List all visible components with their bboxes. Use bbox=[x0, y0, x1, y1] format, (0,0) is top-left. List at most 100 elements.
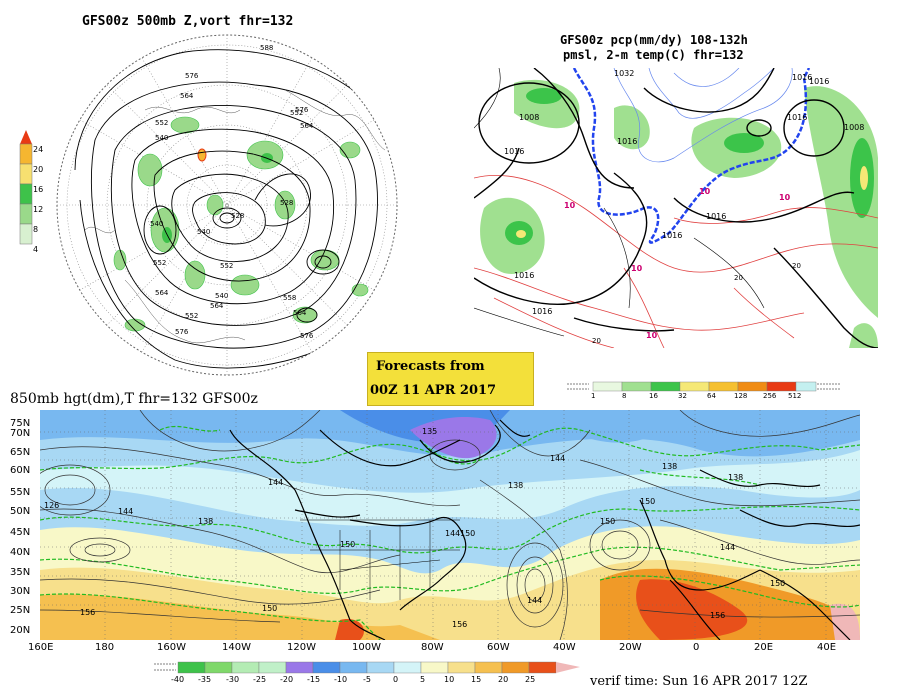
tr-title-line2: pmsl, 2-m temp(C) fhr=132 bbox=[563, 48, 744, 62]
svg-text:552: 552 bbox=[185, 312, 198, 320]
svg-text:138: 138 bbox=[662, 462, 677, 471]
forecast-stamp: Forecasts from 00Z 11 APR 2017 bbox=[367, 352, 534, 406]
svg-text:576: 576 bbox=[295, 106, 309, 114]
bottom-cb-label: -30 bbox=[226, 675, 240, 684]
svg-text:1016: 1016 bbox=[514, 271, 534, 280]
lat-label: 75N bbox=[10, 418, 31, 429]
lon-label: 160W bbox=[157, 642, 186, 653]
svg-text:528: 528 bbox=[280, 199, 293, 207]
verif-time: verif time: Sun 16 APR 2017 12Z bbox=[590, 674, 808, 689]
svg-text:144: 144 bbox=[550, 454, 565, 463]
lon-label: 0 bbox=[693, 642, 700, 653]
tr-cb-label: 16 bbox=[649, 392, 658, 400]
bottom-colorbar bbox=[150, 660, 590, 674]
svg-text:156: 156 bbox=[710, 611, 725, 620]
tr-title-line1: GFS00z pcp(mm/dy) 108-132h bbox=[560, 33, 748, 47]
bottom-cb-label: 10 bbox=[444, 675, 455, 684]
svg-text:1016: 1016 bbox=[532, 307, 552, 316]
lon-label: 60W bbox=[487, 642, 510, 653]
svg-text:135: 135 bbox=[422, 427, 437, 436]
bottom-title: 850mb hgt(dm),T fhr=132 GFS00z bbox=[10, 391, 258, 407]
tr-cb-label: 8 bbox=[622, 392, 627, 400]
svg-text:138: 138 bbox=[508, 481, 523, 490]
lat-label: 20N bbox=[10, 625, 31, 636]
svg-text:558: 558 bbox=[283, 294, 296, 302]
svg-text:150: 150 bbox=[640, 497, 655, 506]
bottom-cb-label: -10 bbox=[334, 675, 348, 684]
tl-cb-label: 12 bbox=[33, 205, 44, 214]
svg-text:564: 564 bbox=[293, 309, 307, 317]
lon-label: 180 bbox=[95, 642, 115, 653]
svg-text:1016: 1016 bbox=[504, 147, 524, 156]
bottom-cb-label: -40 bbox=[171, 675, 185, 684]
lat-label: 50N bbox=[10, 506, 31, 517]
svg-text:150: 150 bbox=[340, 540, 355, 549]
lon-label: 140W bbox=[222, 642, 251, 653]
bottom-cb-label: 0 bbox=[393, 675, 399, 684]
lon-label: 160E bbox=[28, 642, 54, 653]
svg-text:540: 540 bbox=[197, 228, 210, 236]
lon-label: 20W bbox=[619, 642, 642, 653]
polar-500mb-map: 576 564 552 540 528 540 552 564 576 588 576 564 … bbox=[55, 30, 400, 380]
svg-text:1016: 1016 bbox=[617, 137, 637, 146]
lat-label: 40N bbox=[10, 547, 31, 558]
svg-text:20: 20 bbox=[592, 337, 601, 345]
bottom-cb-label: -5 bbox=[363, 675, 371, 684]
svg-text:1008: 1008 bbox=[844, 123, 864, 132]
lat-label: 60N bbox=[10, 465, 31, 476]
lon-label: 120W bbox=[287, 642, 316, 653]
tl-cb-label: 24 bbox=[33, 145, 44, 154]
svg-text:144: 144 bbox=[118, 507, 133, 516]
bottom-cb-label: 25 bbox=[525, 675, 536, 684]
svg-text:138: 138 bbox=[198, 517, 213, 526]
svg-text:10: 10 bbox=[631, 264, 643, 273]
svg-text:540: 540 bbox=[215, 292, 228, 300]
tl-colorbar bbox=[18, 130, 58, 265]
bottom-cb-label: 20 bbox=[498, 675, 509, 684]
tl-cb-label: 4 bbox=[33, 245, 39, 254]
svg-text:156: 156 bbox=[80, 608, 95, 617]
svg-text:552: 552 bbox=[290, 109, 303, 117]
tr-cb-label: 256 bbox=[763, 392, 777, 400]
tl-cb-label: 8 bbox=[33, 225, 39, 234]
lon-label: 20E bbox=[754, 642, 774, 653]
bottom-cb-label: -15 bbox=[307, 675, 321, 684]
svg-text:144: 144 bbox=[445, 529, 460, 538]
stamp-line2: 00Z 11 APR 2017 bbox=[370, 383, 497, 398]
svg-text:1016: 1016 bbox=[662, 231, 682, 240]
svg-text:1016: 1016 bbox=[809, 77, 829, 86]
bottom-cb-label: 15 bbox=[471, 675, 482, 684]
tr-cb-label: 128 bbox=[734, 392, 748, 400]
svg-text:138: 138 bbox=[728, 473, 743, 482]
lat-label: 35N bbox=[10, 567, 31, 578]
svg-text:588: 588 bbox=[260, 44, 273, 52]
tr-cb-label: 64 bbox=[707, 392, 716, 400]
lat-label: 30N bbox=[10, 586, 31, 597]
svg-text:552: 552 bbox=[220, 262, 233, 270]
svg-text:144: 144 bbox=[527, 596, 542, 605]
svg-text:144: 144 bbox=[720, 543, 735, 552]
lat-label: 70N bbox=[10, 428, 31, 439]
svg-text:150: 150 bbox=[600, 517, 615, 526]
bottom-cb-label: -25 bbox=[253, 675, 267, 684]
svg-text:564: 564 bbox=[300, 122, 314, 130]
svg-text:564: 564 bbox=[155, 289, 169, 297]
svg-text:552: 552 bbox=[155, 119, 168, 127]
svg-text:1016: 1016 bbox=[787, 113, 807, 122]
lon-label: 100W bbox=[352, 642, 381, 653]
svg-text:1008: 1008 bbox=[519, 113, 539, 122]
tl-title: GFS00z 500mb Z,vort fhr=132 bbox=[82, 14, 294, 29]
bottom-cb-label: -35 bbox=[198, 675, 212, 684]
svg-text:150: 150 bbox=[460, 529, 475, 538]
tr-colorbar bbox=[565, 380, 845, 402]
svg-text:10: 10 bbox=[699, 187, 711, 196]
stamp-line1: Forecasts from bbox=[376, 359, 485, 374]
svg-text:1016: 1016 bbox=[792, 73, 812, 82]
svg-text:528: 528 bbox=[231, 212, 244, 220]
svg-text:150: 150 bbox=[770, 579, 785, 588]
bottom-cb-label: 5 bbox=[420, 675, 426, 684]
tr-cb-label: 512 bbox=[788, 392, 802, 400]
svg-text:156: 156 bbox=[452, 620, 467, 629]
lat-label: 55N bbox=[10, 487, 31, 498]
tl-cb-label: 20 bbox=[33, 165, 44, 174]
